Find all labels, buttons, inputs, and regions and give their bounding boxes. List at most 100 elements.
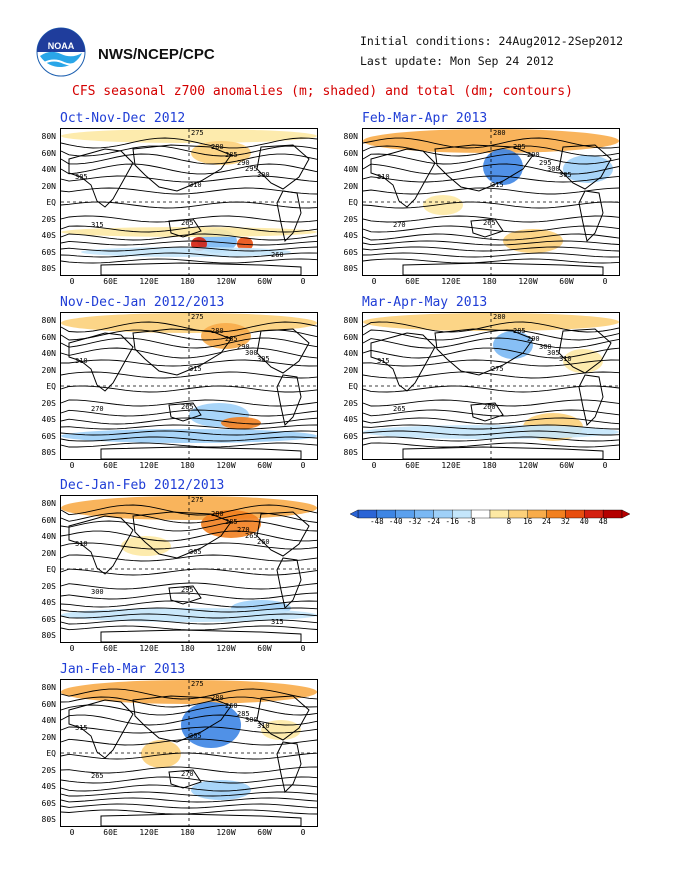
lat-label: 80S [343, 448, 358, 457]
contour-line [61, 520, 317, 532]
colorbar-label: -32 [407, 517, 422, 526]
lat-label: 80S [343, 264, 358, 273]
lat-label: 60N [343, 332, 358, 342]
noaa-logo: NOAA [36, 27, 86, 77]
contour-line [363, 359, 619, 367]
lat-label: 20S [41, 214, 56, 224]
contour-label: 265 [245, 532, 258, 540]
lat-label: 20S [41, 398, 56, 408]
lon-label: 60W [257, 828, 272, 837]
lat-label: 60N [343, 148, 358, 158]
lon-label: 120E [441, 461, 461, 470]
contour-label: 305 [75, 173, 88, 181]
contour-label: 300 [91, 588, 104, 596]
contour-label: 310 [189, 181, 202, 189]
lat-label: 40S [41, 598, 56, 607]
lat-label: 60N [41, 515, 56, 525]
map-panel: Jan-Feb-Mar 2013 275 280 260 285 300 310 315 305… [42, 662, 318, 837]
lat-label: 80N [41, 499, 56, 508]
lat-label: EQ [46, 382, 56, 391]
lat-label: 40S [343, 415, 358, 424]
lat-label: 80N [343, 132, 358, 141]
lon-label: 180 [180, 461, 195, 470]
lon-label: 120E [139, 277, 159, 286]
lat-label: 20N [41, 181, 56, 191]
coastline [434, 144, 534, 192]
contour-line [61, 321, 317, 333]
lat-label: 20S [343, 398, 358, 408]
contour-label: 275 [191, 680, 204, 688]
map-panel: Oct-Nov-Dec 2012 275 280 285 290 295 300 305 310… [42, 111, 318, 286]
lon-label: 120E [139, 644, 159, 653]
panel-title: Dec-Jan-Feb 2012/2013 [60, 478, 225, 493]
lon-label: 0 [69, 828, 75, 837]
coastline [100, 446, 302, 459]
colorbar-label: -40 [388, 517, 403, 526]
lon-label: 60W [559, 277, 574, 286]
anomaly-shade [363, 425, 619, 439]
contour-label: 285 [225, 335, 238, 343]
anomaly-shade [81, 247, 291, 257]
coastline [68, 515, 134, 575]
colorbar-label: -24 [426, 517, 441, 526]
contour-label: 280 [211, 327, 224, 335]
contour-label: 275 [491, 365, 504, 373]
contour-label: 270 [393, 221, 406, 229]
lat-label: 60S [343, 247, 358, 257]
contour-label: 305 [189, 732, 202, 740]
lon-label: 120W [518, 461, 538, 470]
lat-label: EQ [46, 749, 56, 758]
contour-label: 285 [225, 518, 238, 526]
lon-label: 120W [216, 277, 236, 286]
contour-line [363, 347, 619, 359]
contour-label: 290 [237, 159, 250, 167]
contour-line [61, 258, 317, 264]
coastline [100, 262, 302, 275]
lon-label: 60W [257, 461, 272, 470]
contour-label: 295 [539, 159, 552, 167]
lat-label: 60S [343, 431, 358, 441]
lat-label: 20N [41, 732, 56, 742]
contour-label: 305 [189, 548, 202, 556]
lat-label: 40S [343, 231, 358, 240]
contour-label: 280 [211, 694, 224, 702]
lat-label: 20N [41, 548, 56, 558]
lon-label: 60E [103, 461, 118, 470]
contour-line [61, 187, 317, 195]
lat-label: 80N [41, 132, 56, 141]
colorbar-label: -16 [445, 517, 460, 526]
lon-label: 0 [602, 461, 608, 470]
contour-line [61, 246, 317, 252]
contour-label: 285 [237, 710, 250, 718]
contour-label: 295 [245, 165, 258, 173]
lon-label: 60E [103, 828, 118, 837]
contour-line [363, 187, 619, 195]
contour-label: 290 [237, 343, 250, 351]
panel-title: Jan-Feb-Mar 2013 [60, 662, 186, 677]
coastline [370, 332, 436, 392]
map-panel: Nov-Dec-Jan 2012/2013 275 280 285 290 300 305 3… [42, 295, 318, 470]
last-update: Last update: Mon Sep 24 2012 [360, 54, 554, 68]
coastline [256, 144, 310, 190]
lon-label: 120W [518, 277, 538, 286]
lat-label: 40N [41, 532, 56, 541]
lon-label: 0 [371, 461, 377, 470]
org-name: NWS/NCEP/CPC [98, 46, 215, 63]
lon-label: 60E [405, 277, 420, 286]
lon-label: 180 [482, 277, 497, 286]
lat-label: EQ [46, 198, 56, 207]
contour-label: 275 [191, 496, 204, 504]
colorbar-min-arrow [349, 509, 359, 519]
lat-label: 40S [41, 782, 56, 791]
map-panel: Dec-Jan-Feb 2012/2013 275 280 285 270 265 260 3… [42, 478, 318, 653]
contour-label: 265 [91, 772, 104, 780]
panel-title: Mar-Apr-May 2013 [362, 295, 488, 310]
contour-line [61, 766, 317, 774]
contour-line [61, 145, 317, 157]
coastline [132, 144, 232, 192]
contour-label: 310 [377, 173, 390, 181]
coastline [256, 328, 310, 374]
lon-label: 0 [69, 277, 75, 286]
coastline [132, 511, 232, 559]
